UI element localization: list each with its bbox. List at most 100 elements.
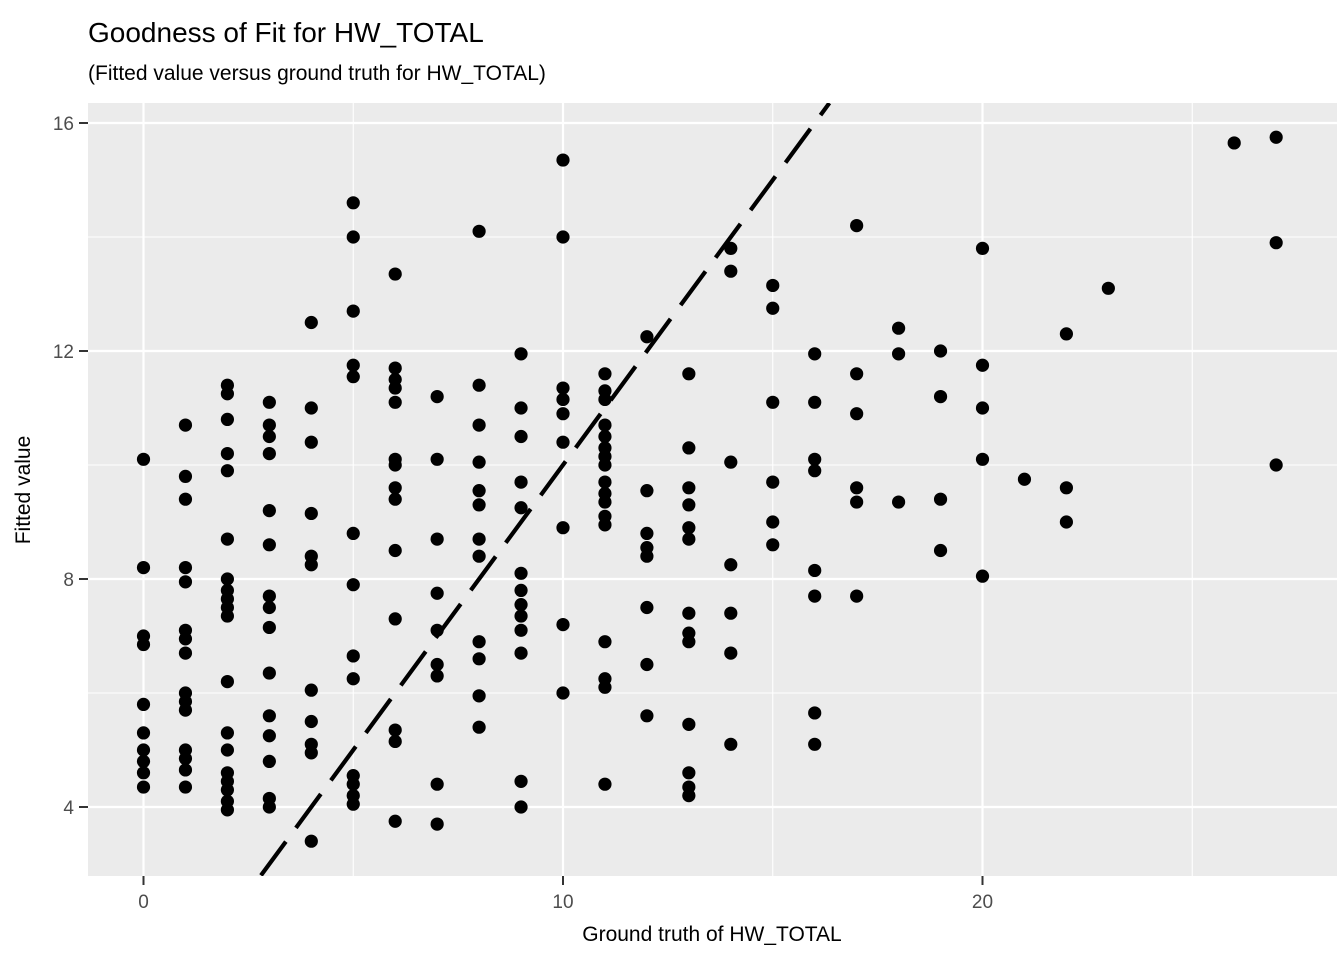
data-point	[1227, 136, 1241, 150]
data-point	[346, 526, 360, 541]
data-point	[262, 589, 276, 603]
data-point	[724, 264, 738, 278]
data-point	[472, 652, 486, 666]
data-point	[850, 481, 864, 495]
data-point	[220, 609, 234, 623]
data-point	[136, 452, 151, 466]
data-point	[388, 543, 402, 558]
data-point	[556, 230, 570, 244]
data-point	[430, 777, 444, 791]
x-tick-label: 10	[552, 892, 573, 913]
data-point	[640, 330, 654, 344]
data-point	[136, 766, 151, 780]
data-point	[304, 315, 318, 330]
data-point	[556, 392, 570, 407]
data-point	[430, 817, 444, 831]
data-point	[262, 504, 276, 518]
data-point	[514, 401, 528, 415]
data-point	[724, 455, 738, 469]
y-tick-label: 12	[53, 342, 74, 363]
data-point	[472, 455, 486, 469]
chart-title: Goodness of Fit for HW_TOTAL	[88, 17, 484, 48]
identity-reference-line	[259, 103, 832, 876]
data-point	[933, 492, 948, 506]
data-point	[220, 532, 234, 546]
data-point	[262, 666, 276, 680]
data-point	[472, 532, 486, 546]
data-point	[766, 395, 780, 409]
data-point	[178, 469, 193, 483]
data-point	[262, 709, 276, 723]
data-point	[304, 746, 318, 760]
data-point	[1269, 236, 1283, 250]
x-axis-title: Ground truth of HW_TOTAL	[582, 923, 842, 946]
data-point	[472, 635, 486, 649]
data-point	[514, 475, 528, 489]
data-point	[262, 538, 276, 552]
data-point	[220, 412, 234, 426]
y-tick-label: 8	[63, 570, 74, 591]
data-point	[472, 484, 486, 498]
data-point	[598, 367, 612, 381]
data-point	[556, 686, 570, 700]
data-point	[262, 418, 276, 432]
y-tick-label: 4	[63, 798, 74, 819]
data-point	[808, 737, 822, 751]
data-point	[682, 441, 696, 455]
data-point	[220, 783, 234, 797]
data-point	[598, 392, 612, 407]
data-point	[136, 754, 151, 769]
data-point	[766, 278, 780, 293]
data-point	[682, 635, 696, 649]
data-point	[682, 521, 696, 535]
data-point	[304, 506, 318, 521]
data-point	[346, 777, 360, 791]
data-point	[514, 501, 528, 515]
data-point	[598, 495, 612, 509]
data-point	[640, 526, 654, 541]
data-point	[514, 566, 528, 580]
data-point	[975, 241, 990, 255]
data-point	[178, 632, 193, 646]
data-point	[346, 649, 360, 663]
data-point	[346, 196, 360, 210]
plot-panel	[88, 103, 1337, 876]
data-point	[472, 418, 486, 432]
data-point	[682, 717, 696, 731]
data-point	[598, 635, 612, 649]
data-point	[430, 586, 444, 600]
data-point	[724, 646, 738, 660]
data-point	[556, 521, 570, 535]
data-point	[850, 495, 864, 509]
data-point	[472, 498, 486, 512]
data-point	[472, 549, 486, 563]
data-point	[220, 464, 234, 478]
data-point	[430, 657, 444, 672]
data-point	[178, 763, 193, 777]
data-point	[808, 706, 822, 720]
data-point	[346, 578, 360, 592]
data-point	[430, 532, 444, 546]
y-axis-title: Fitted value	[12, 436, 35, 545]
data-point	[766, 301, 780, 315]
data-point	[933, 390, 948, 404]
data-point	[220, 726, 234, 740]
data-point	[808, 563, 822, 578]
data-point	[388, 267, 402, 281]
data-point	[388, 492, 402, 506]
data-point	[850, 367, 864, 381]
data-point	[178, 575, 193, 589]
data-point	[933, 543, 948, 558]
data-point	[178, 780, 193, 794]
data-point	[262, 800, 276, 814]
data-point	[808, 452, 822, 466]
data-point	[556, 381, 570, 395]
data-point	[1101, 281, 1115, 295]
data-point	[178, 751, 193, 766]
data-point	[388, 361, 402, 375]
data-point	[304, 435, 318, 449]
data-point	[1017, 472, 1032, 486]
data-point	[514, 347, 528, 361]
data-point	[598, 475, 612, 489]
